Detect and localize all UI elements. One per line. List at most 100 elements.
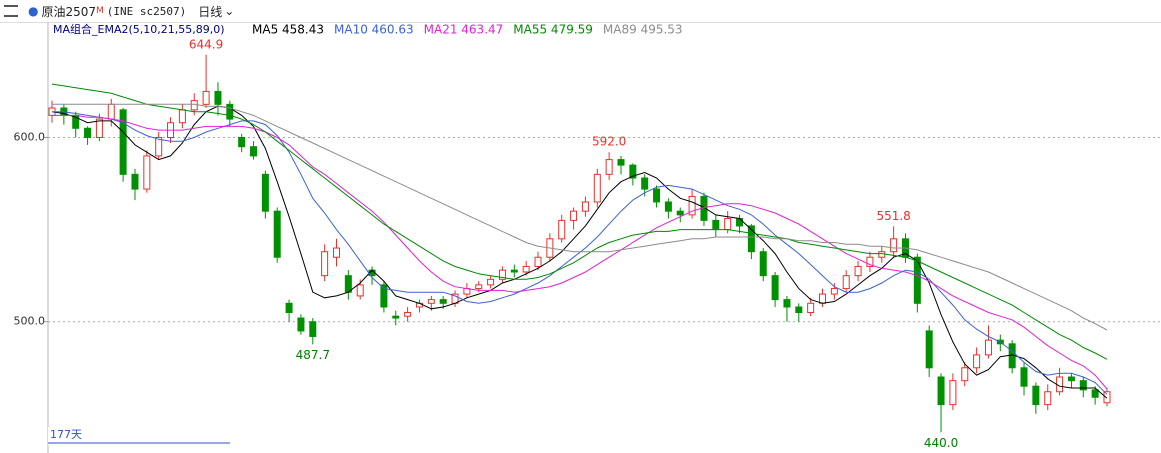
candle-body: [913, 256, 921, 304]
candle-body: [119, 109, 127, 175]
candle-body: [712, 219, 720, 231]
candle-body: [487, 278, 495, 286]
extreme-label: 487.7: [296, 348, 330, 362]
candle-body: [581, 201, 589, 212]
candle-body: [202, 90, 210, 105]
candle-body: [961, 367, 969, 382]
candle-body: [558, 219, 566, 240]
candle-body: [510, 269, 518, 273]
candle-body: [404, 312, 412, 317]
candle-body: [344, 275, 352, 293]
candle-body: [273, 210, 281, 258]
candle-body: [1020, 367, 1028, 387]
legend-entry: MA55 479.59: [513, 23, 593, 37]
candle-body: [84, 127, 92, 138]
candle-body: [522, 265, 530, 273]
candle-body: [1103, 391, 1111, 404]
candle-body: [392, 315, 400, 319]
candle-body: [890, 238, 898, 253]
candle-body: [795, 306, 803, 314]
candle-body: [736, 218, 744, 227]
candle-body: [1091, 389, 1099, 398]
extreme-label: 551.8: [876, 209, 910, 223]
y-tick-label: 600.0: [14, 130, 46, 143]
candle-body: [830, 288, 838, 295]
candle-body: [107, 103, 115, 120]
candle-body: [261, 173, 269, 212]
candle-body: [131, 173, 139, 190]
candle-body: [605, 159, 613, 175]
candle-body: [285, 302, 293, 314]
candle-body: [309, 321, 317, 337]
legend-entry: MA89 495.53: [603, 23, 683, 37]
candle-body: [807, 302, 815, 314]
candle-body: [771, 275, 779, 301]
candle-body: [724, 218, 732, 231]
candle-body: [356, 284, 364, 297]
candle-body: [641, 177, 649, 190]
candle-body: [842, 275, 850, 290]
period[interactable]: 日线: [198, 4, 223, 19]
candle-body: [676, 210, 684, 216]
candle-body: [332, 247, 340, 258]
indicator-label: MA组合_EMA2(5,10,21,55,89,0): [53, 22, 225, 36]
period-arrow[interactable]: ⌄: [224, 4, 235, 18]
candle-body: [534, 256, 542, 267]
candle-body: [380, 284, 388, 308]
candle-body: [783, 299, 791, 308]
candle-body: [427, 299, 435, 304]
candle-body: [819, 293, 827, 304]
candle-body: [250, 146, 258, 157]
candle-body: [297, 317, 305, 332]
symbol-code: (INE sc2507): [106, 4, 187, 18]
candle-body: [747, 225, 755, 253]
candle-body: [238, 136, 246, 148]
candle-body: [321, 251, 329, 277]
extreme-label: 440.0: [924, 436, 958, 450]
candle-body: [1032, 385, 1040, 406]
candle-body: [475, 284, 483, 290]
candle-body: [190, 100, 198, 111]
menu-icon[interactable]: [4, 5, 18, 17]
candle-body: [925, 330, 933, 369]
candle-body: [866, 256, 874, 267]
candle-body: [95, 118, 103, 138]
candle-body: [688, 195, 696, 216]
legend-entry: MA5 458.43: [252, 23, 324, 37]
candle-body: [984, 339, 992, 356]
ma-line: [51, 83, 1108, 360]
candle-body: [1079, 380, 1087, 391]
candle-body: [570, 210, 578, 221]
contract-mark: M: [96, 6, 104, 16]
legend-entry: MA10 460.63: [334, 23, 414, 37]
candle-body: [155, 136, 163, 157]
candle-body: [593, 173, 601, 203]
candle-body: [949, 380, 957, 406]
extreme-label: 644.9: [189, 37, 223, 51]
ma-line: [52, 103, 1108, 331]
candle-body: [854, 265, 862, 277]
symbol: 原油2507: [41, 4, 97, 19]
y-tick-label: 500.0: [14, 315, 46, 328]
candle-body: [973, 354, 981, 369]
dot: ●: [28, 4, 39, 18]
candle-body: [653, 188, 661, 203]
candle-body: [664, 201, 672, 212]
candle-body: [498, 269, 506, 280]
candle-body: [178, 109, 186, 124]
candle-body: [214, 90, 222, 105]
candle-body: [226, 103, 234, 120]
span-label: 177天: [50, 428, 82, 441]
ma-line: [52, 114, 1108, 390]
candle-body: [1067, 376, 1075, 382]
candle-body: [617, 159, 625, 166]
title-bar: ● 原油2507 M (INE sc2507) 日线 ⌄: [0, 0, 1161, 23]
span-box: [48, 427, 230, 445]
extreme-label: 592.0: [592, 135, 626, 149]
chart: MA组合_EMA2(5,10,21,55,89,0) 177天 600.0 500…: [14, 22, 1161, 453]
candle-body: [937, 376, 945, 406]
candle-body: [1044, 391, 1052, 406]
candle-body: [759, 251, 767, 277]
candle-body: [143, 155, 151, 190]
